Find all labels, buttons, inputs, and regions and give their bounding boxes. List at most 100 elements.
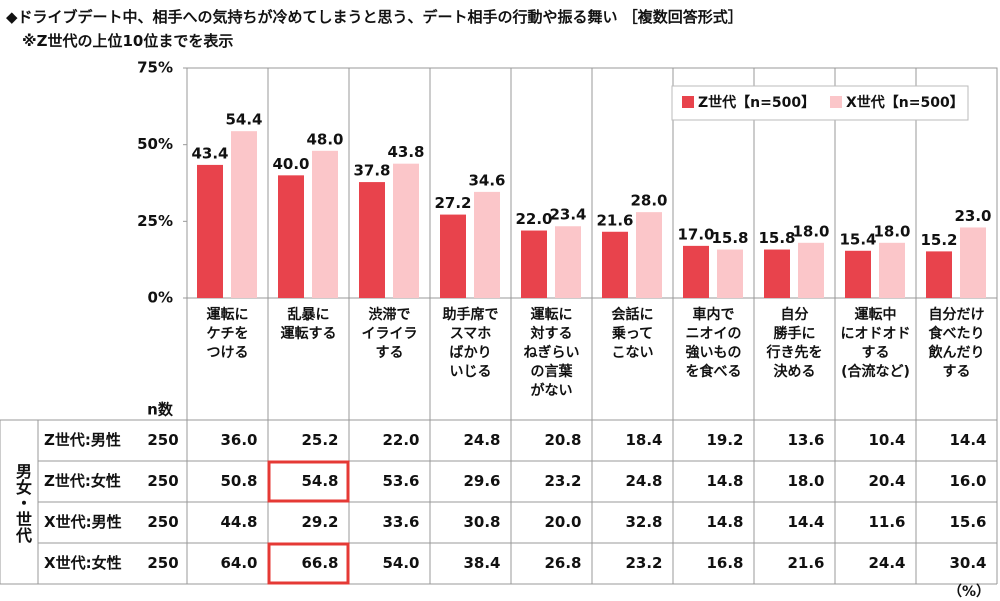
- bar: [798, 242, 824, 298]
- category-label: 自分だけ 食べたり 飲んだり する: [928, 307, 985, 380]
- bar: [717, 249, 743, 298]
- cell-value: 15.6: [949, 513, 986, 531]
- value-label: 37.8: [353, 162, 390, 180]
- bar: [278, 175, 304, 298]
- bar: [602, 231, 628, 298]
- y-tick-label: 50%: [137, 135, 173, 153]
- cell-value: 64.0: [220, 554, 257, 572]
- legend-swatch: [682, 96, 694, 108]
- n-header: n数: [147, 401, 174, 419]
- value-label: 34.6: [468, 171, 505, 189]
- value-label: 23.4: [549, 206, 586, 224]
- bar: [521, 230, 547, 298]
- cell-value: 22.0: [382, 431, 419, 449]
- value-label: 15.8: [758, 229, 795, 247]
- cell-value: 24.4: [868, 554, 905, 572]
- bar: [879, 242, 905, 298]
- cell-value: 38.4: [463, 554, 500, 572]
- value-label: 48.0: [306, 130, 343, 148]
- row-label: Z世代:男性: [44, 431, 121, 449]
- cell-value: 30.4: [949, 554, 986, 572]
- bar: [393, 163, 419, 298]
- row-label: Z世代:女性: [44, 472, 121, 490]
- cell-value: 29.2: [301, 513, 338, 531]
- value-label: 27.2: [434, 194, 471, 212]
- value-label: 43.4: [191, 144, 228, 162]
- legend-label: X世代【n=500】: [846, 94, 964, 111]
- bar: [764, 249, 790, 298]
- y-tick-label: 25%: [137, 212, 173, 230]
- legend-label: Z世代【n=500】: [698, 94, 815, 111]
- value-label: 18.0: [792, 222, 829, 240]
- cell-highlight: [267, 542, 350, 585]
- bar: [555, 226, 581, 298]
- value-label: 28.0: [630, 192, 667, 210]
- value-label: 22.0: [515, 210, 552, 228]
- y-tick-label: 0%: [148, 289, 173, 307]
- bar: [636, 212, 662, 298]
- cell-value: 66.8: [301, 554, 338, 572]
- value-label: 15.4: [839, 230, 876, 248]
- subtitle: ※Z世代の上位10位までを表示: [22, 32, 234, 50]
- category-label: 乱暴に 運転する: [280, 307, 337, 342]
- legend-box: [671, 85, 969, 121]
- cell-value: 16.8: [706, 554, 743, 572]
- category-label: 渋滞で イライラ する: [361, 307, 418, 361]
- cell-value: 54.8: [301, 472, 338, 490]
- title: ◆ドライブデート中、相手への気持ちが冷めてしまうと思う、デート相手の行動や振る舞…: [6, 8, 743, 26]
- row-n: 250: [147, 513, 178, 531]
- cell-value: 36.0: [220, 431, 257, 449]
- cell-value: 14.8: [706, 513, 743, 531]
- cell-value: 24.8: [625, 472, 662, 490]
- cell-value: 44.8: [220, 513, 257, 531]
- value-label: 15.8: [711, 229, 748, 247]
- cell-value: 14.8: [706, 472, 743, 490]
- category-label: 会話に 乗って こない: [611, 307, 654, 361]
- bar: [926, 251, 952, 298]
- row-n: 250: [147, 472, 178, 490]
- cell-value: 20.8: [544, 431, 581, 449]
- bar: [312, 150, 338, 298]
- cell-value: 14.4: [949, 431, 986, 449]
- bar: [231, 131, 257, 298]
- value-label: 23.0: [954, 207, 991, 225]
- cell-value: 20.4: [868, 472, 905, 490]
- cell-value: 10.4: [868, 431, 905, 449]
- bar: [359, 182, 385, 298]
- cell-value: 14.4: [787, 513, 824, 531]
- cell-value: 13.6: [787, 431, 824, 449]
- bar: [197, 164, 223, 298]
- category-label: 運転に 対する ねぎらい の言葉 がない: [523, 307, 580, 399]
- cell-value: 23.2: [544, 472, 581, 490]
- value-label: 15.2: [920, 231, 957, 249]
- cell-value: 53.6: [382, 472, 419, 490]
- cell-value: 54.0: [382, 554, 419, 572]
- cell-value: 30.8: [463, 513, 500, 531]
- cell-value: 33.6: [382, 513, 419, 531]
- cell-value: 26.8: [544, 554, 581, 572]
- value-label: 17.0: [677, 225, 714, 243]
- category-label: 運転に ケチを つける: [206, 307, 249, 361]
- cell-value: 50.8: [220, 472, 257, 490]
- value-label: 21.6: [596, 211, 633, 229]
- cell-value: 11.6: [868, 513, 905, 531]
- cell-value: 18.4: [625, 431, 662, 449]
- cell-value: 32.8: [625, 513, 662, 531]
- row-label: X世代:女性: [44, 554, 122, 572]
- cell-highlight: [267, 460, 350, 503]
- bar: [474, 191, 500, 298]
- bar: [440, 214, 466, 298]
- y-tick-label: 75%: [137, 59, 173, 77]
- row-n: 250: [147, 431, 178, 449]
- cell-value: 20.0: [544, 513, 581, 531]
- cell-value: 18.0: [787, 472, 824, 490]
- category-label: 車内で ニオイの 強いもの を食べる: [685, 307, 742, 380]
- bar: [683, 245, 709, 298]
- cell-value: 23.2: [625, 554, 662, 572]
- value-label: 18.0: [873, 222, 910, 240]
- value-label: 54.4: [225, 111, 262, 129]
- row-n: 250: [147, 554, 178, 572]
- value-label: 40.0: [272, 155, 309, 173]
